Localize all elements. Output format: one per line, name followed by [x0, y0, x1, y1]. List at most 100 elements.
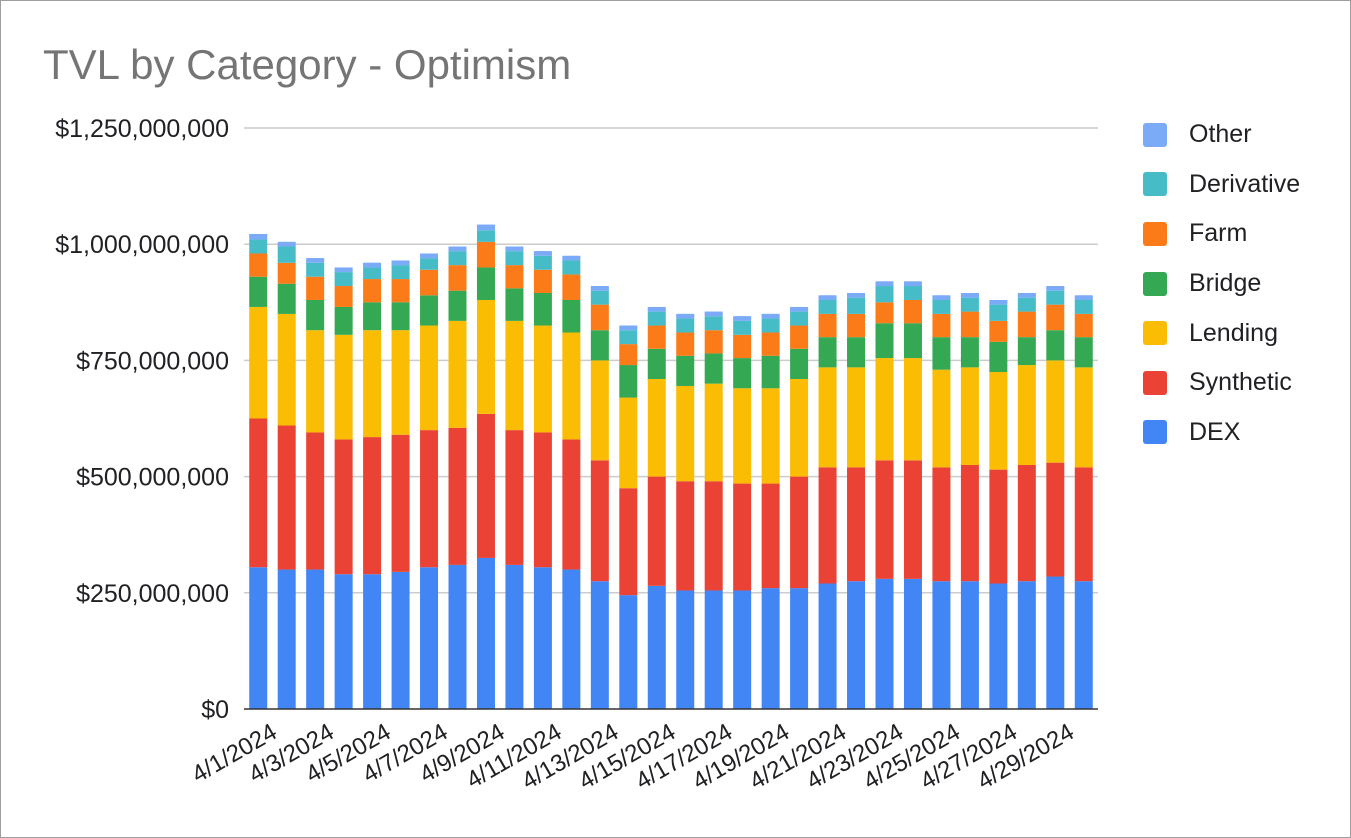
bar-segment-bridge — [1046, 330, 1065, 361]
legend-label: Lending — [1189, 318, 1278, 347]
bar-segment-synthetic — [476, 413, 495, 558]
bar-segment-synthetic — [334, 439, 353, 575]
bar-segment-derivative — [505, 251, 524, 266]
bar-segment-derivative — [590, 290, 609, 305]
bar-segment-lending — [960, 367, 979, 465]
legend-label: Bridge — [1189, 269, 1262, 298]
bar-segment-lending — [562, 332, 581, 440]
bar-segment-dex — [420, 567, 439, 709]
bar-segment-bridge — [676, 355, 695, 386]
legend-swatch — [1143, 370, 1167, 395]
bar-segment-lending — [932, 369, 951, 468]
bar-segment-derivative — [733, 320, 752, 335]
bar-cap — [932, 295, 951, 300]
bar-segment-synthetic — [306, 432, 325, 570]
bar-segment-dex — [334, 574, 353, 709]
bar-segment-dex — [1046, 576, 1065, 709]
bar-segment-dex — [733, 590, 752, 709]
bar-segment-bridge — [619, 365, 638, 398]
bar-segment-derivative — [1046, 290, 1065, 305]
bar-segment-dex — [505, 564, 524, 709]
bar-segment-lending — [363, 330, 382, 438]
bar-segment-synthetic — [847, 467, 866, 582]
legend-item-lending: Lending — [1143, 308, 1300, 358]
bar-segment-lending — [676, 385, 695, 482]
bar-segment-dex — [363, 574, 382, 709]
bar-segment-farm — [647, 325, 666, 349]
bar-segment-synthetic — [733, 483, 752, 591]
legend-swatch — [1143, 271, 1167, 296]
bar-segment-lending — [334, 334, 353, 440]
bar-segment-bridge — [448, 290, 467, 321]
bar-segment-bridge — [505, 288, 524, 321]
bar-segment-derivative — [647, 311, 666, 326]
bar-segment-bridge — [562, 299, 581, 333]
bar-cap — [647, 306, 666, 311]
bar-segment-synthetic — [391, 434, 410, 572]
bar-segment-derivative — [420, 258, 439, 270]
bar-segment-derivative — [249, 239, 268, 254]
bar-segment-lending — [818, 367, 837, 468]
bar-segment-synthetic — [989, 469, 1008, 584]
bar-segment-farm — [733, 334, 752, 359]
bar-segment-farm — [1017, 311, 1036, 338]
legend-item-derivative: Derivative — [1143, 160, 1300, 210]
bar-segment-synthetic — [875, 460, 894, 579]
bar-cap — [476, 224, 495, 229]
bar-cap — [1074, 295, 1093, 300]
bar-segment-bridge — [903, 323, 922, 359]
bar-segment-bridge — [277, 283, 296, 314]
bar-segment-synthetic — [448, 427, 467, 565]
bar-segment-bridge — [932, 337, 951, 370]
bar-segment-bridge — [790, 348, 809, 379]
bar-segment-farm — [847, 313, 866, 338]
bar-segment-derivative — [306, 262, 325, 277]
bar-cap — [505, 246, 524, 251]
bar-segment-derivative — [790, 311, 809, 326]
legend-item-bridge: Bridge — [1143, 259, 1300, 309]
legend-label: Derivative — [1189, 169, 1301, 198]
bar-segment-synthetic — [363, 437, 382, 575]
bar-segment-synthetic — [590, 460, 609, 582]
bar-segment-derivative — [1074, 299, 1093, 314]
bar-segment-synthetic — [647, 476, 666, 586]
bar-segment-derivative — [932, 299, 951, 314]
bar-segment-synthetic — [818, 467, 837, 584]
bar-cap — [391, 260, 410, 265]
bar-segment-dex — [875, 578, 894, 709]
bar-segment-farm — [420, 269, 439, 296]
bar-segment-dex — [306, 569, 325, 709]
bar-segment-farm — [476, 241, 495, 268]
bar-segment-derivative — [562, 260, 581, 275]
bar-segment-lending — [277, 313, 296, 426]
bar-segment-farm — [818, 313, 837, 338]
bar-segment-lending — [590, 360, 609, 461]
bar-segment-bridge — [989, 341, 1008, 373]
bar-segment-synthetic — [562, 439, 581, 570]
bar-segment-synthetic — [420, 430, 439, 568]
bar-segment-dex — [761, 588, 780, 709]
bar-segment-farm — [761, 332, 780, 356]
bar-segment-dex — [619, 595, 638, 709]
bar-segment-lending — [790, 378, 809, 477]
y-tick-label: $1,250,000,000 — [55, 115, 229, 143]
bar-cap — [960, 293, 979, 298]
bar-segment-farm — [619, 344, 638, 366]
bar-segment-farm — [533, 269, 552, 294]
bar-segment-lending — [761, 388, 780, 484]
bar-segment-bridge — [476, 267, 495, 300]
bar-segment-farm — [704, 330, 723, 354]
chart-legend: Other Derivative Farm Bridge Lending Syntheti… — [1143, 110, 1300, 457]
y-tick-label: $500,000,000 — [76, 464, 229, 492]
bar-cap — [420, 253, 439, 258]
bar-segment-bridge — [306, 299, 325, 331]
bar-segment-farm — [306, 276, 325, 300]
bar-segment-bridge — [334, 306, 353, 335]
legend-label: Synthetic — [1189, 368, 1292, 397]
bar-cap — [818, 295, 837, 300]
bar-cap — [590, 286, 609, 291]
bar-segment-lending — [733, 388, 752, 484]
bar-segment-lending — [249, 306, 268, 419]
bar-segment-bridge — [533, 293, 552, 326]
bar-segment-dex — [448, 564, 467, 709]
